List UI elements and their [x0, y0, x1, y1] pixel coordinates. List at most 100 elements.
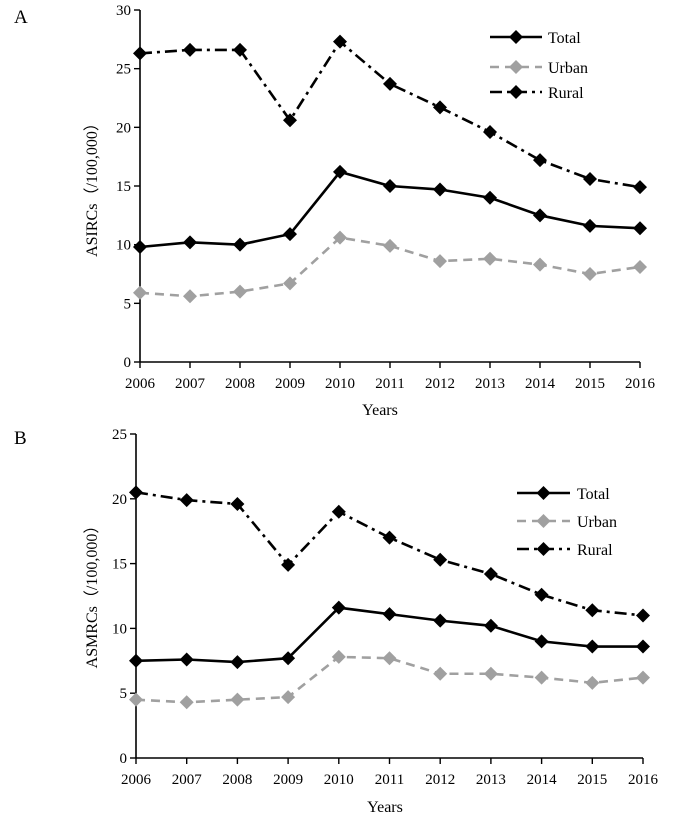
- panel-b-x-tick-label: 2010: [324, 772, 354, 788]
- panel-b-y-tick-label: 5: [120, 686, 128, 702]
- panel-b-total-point: [382, 607, 397, 622]
- panel-a-total-point: [183, 235, 197, 250]
- panel-a-total-point: [483, 190, 497, 205]
- panel-b-rural-line: [135, 491, 644, 617]
- panel-b-urban-point: [281, 690, 296, 705]
- panel-b-rural-point: [585, 603, 600, 618]
- panel-a-legend-marker-total: [509, 30, 523, 44]
- panel-a-rural-point: [233, 42, 247, 57]
- panel-a-legend-marker-rural: [509, 85, 523, 99]
- panel-a-urban-point: [483, 251, 497, 266]
- panel-b-legend: Total Urban Rural: [577, 486, 617, 559]
- panel-a-urban-point: [433, 254, 447, 269]
- panel-b-urban-point: [179, 695, 194, 710]
- panel-b-total-point: [230, 655, 245, 670]
- panel-b-urban-point: [585, 675, 600, 690]
- panel-b-rural-point: [534, 587, 549, 602]
- panel-a-urban-point: [283, 276, 297, 291]
- panel-a-rural-point: [483, 125, 497, 140]
- panel-a-rural-point: [383, 76, 397, 91]
- panel-a-x-tick-label: 2011: [375, 376, 404, 392]
- panel-b-urban-point: [433, 666, 448, 681]
- panel-a-x-tick-label: 2010: [325, 376, 355, 392]
- panel-b-rural-point: [230, 496, 245, 511]
- panel-b-x-axis-title: Years: [367, 799, 403, 816]
- panel-b-x-tick-label: 2012: [425, 772, 455, 788]
- panel-a-urban-point: [133, 285, 147, 300]
- panel-b-total-point: [129, 653, 143, 668]
- panel-a-x-tick-label: 2016: [625, 376, 656, 392]
- panel-a-urban-point: [583, 267, 597, 281]
- panel-b-y-tick-label: 20: [112, 492, 127, 508]
- panel-a-x-tick-label: 2008: [225, 376, 255, 392]
- panel-a: A Years ASIRCs（/100,000） Total Urban Rur…: [14, 3, 656, 419]
- panel-b-y-tick-label: 0: [120, 751, 128, 767]
- panel-b-x-tick-label: 2008: [222, 772, 252, 788]
- panel-a-rural-point: [133, 46, 147, 61]
- panel-a-urban-point: [233, 284, 247, 299]
- panel-b-urban-point: [331, 649, 346, 664]
- panel-b-legend-marker-rural: [536, 542, 551, 556]
- panel-a-urban-line: [139, 236, 641, 298]
- panel-a-rural-point: [633, 180, 647, 195]
- panel-b-legend-label-total: Total: [577, 486, 610, 503]
- panel-b-total-point: [433, 613, 448, 628]
- panel-b-total-point: [331, 600, 346, 615]
- panel-a-total-point: [133, 240, 147, 255]
- panel-a-total-point: [633, 221, 647, 236]
- panel-b-letter: B: [14, 428, 27, 449]
- panel-b-y-axis-title: ASMRCs（/100,000）: [83, 518, 101, 669]
- panel-a-urban-point: [333, 230, 347, 245]
- panel-a-rural-point: [433, 100, 447, 115]
- panel-a-total-point: [583, 218, 597, 233]
- panel-a-legend-label-rural: Rural: [548, 85, 584, 102]
- panel-a-x-tick-label: 2007: [175, 376, 206, 392]
- panel-b-urban-point: [534, 670, 549, 685]
- panel-b-total-point: [636, 639, 650, 654]
- panel-b: B Years ASMRCs（/100,000） Total Urban Rur…: [14, 427, 659, 816]
- panel-b-y-tick-label: 15: [112, 557, 127, 573]
- panel-b-x-tick-label: 2006: [121, 772, 152, 788]
- panel-b-rural-point: [636, 608, 650, 623]
- panel-a-x-tick-label: 2014: [525, 376, 556, 392]
- panel-b-urban-line: [135, 655, 644, 704]
- panel-a-total-point: [433, 182, 447, 197]
- panel-a-total-point: [533, 208, 547, 223]
- panel-a-x-tick-label: 2015: [575, 376, 605, 392]
- panel-b-rural-point: [281, 557, 296, 572]
- panel-b-x-tick-label: 2007: [172, 772, 203, 788]
- panel-a-urban-point: [383, 238, 397, 253]
- panel-a-y-tick-label: 5: [124, 296, 132, 312]
- panel-a-urban-point: [183, 289, 197, 304]
- panel-a-legend-label-total: Total: [548, 30, 581, 47]
- panel-b-rural-point: [179, 493, 194, 508]
- panel-b-rural-point: [483, 566, 498, 581]
- panel-b-rural-point: [433, 552, 448, 567]
- panel-b-x-tick-label: 2016: [628, 772, 659, 788]
- panel-a-legend-marker-urban: [509, 60, 523, 74]
- panel-b-rural-point: [382, 530, 397, 545]
- panel-b-legend-marker-urban: [536, 514, 551, 528]
- panel-b-rural-point: [331, 504, 346, 519]
- panel-a-x-tick-label: 2013: [475, 376, 505, 392]
- panel-b-x-tick-label: 2009: [273, 772, 303, 788]
- panel-b-total-point: [585, 639, 600, 654]
- panel-a-y-tick-label: 20: [116, 120, 131, 136]
- panel-a-y-tick-label: 0: [124, 355, 132, 371]
- panel-a-y-tick-label: 10: [116, 238, 131, 254]
- panel-a-total-point: [283, 227, 297, 242]
- panel-b-urban-point: [636, 670, 650, 685]
- panel-b-x-tick-label: 2015: [577, 772, 607, 788]
- panel-a-total-point: [333, 164, 347, 179]
- panel-a-rural-point: [533, 153, 547, 168]
- panel-a-urban-point: [533, 257, 547, 272]
- panel-a-x-tick-label: 2006: [125, 376, 156, 392]
- panel-b-rural-point: [129, 485, 143, 500]
- panel-a-rural-line: [139, 39, 641, 189]
- panel-b-urban-point: [483, 666, 498, 681]
- panel-a-y-tick-label: 30: [116, 3, 131, 19]
- panel-a-rural-point: [283, 113, 297, 128]
- panel-a-y-tick-label: 15: [116, 179, 131, 195]
- panel-b-x-tick-label: 2014: [527, 772, 558, 788]
